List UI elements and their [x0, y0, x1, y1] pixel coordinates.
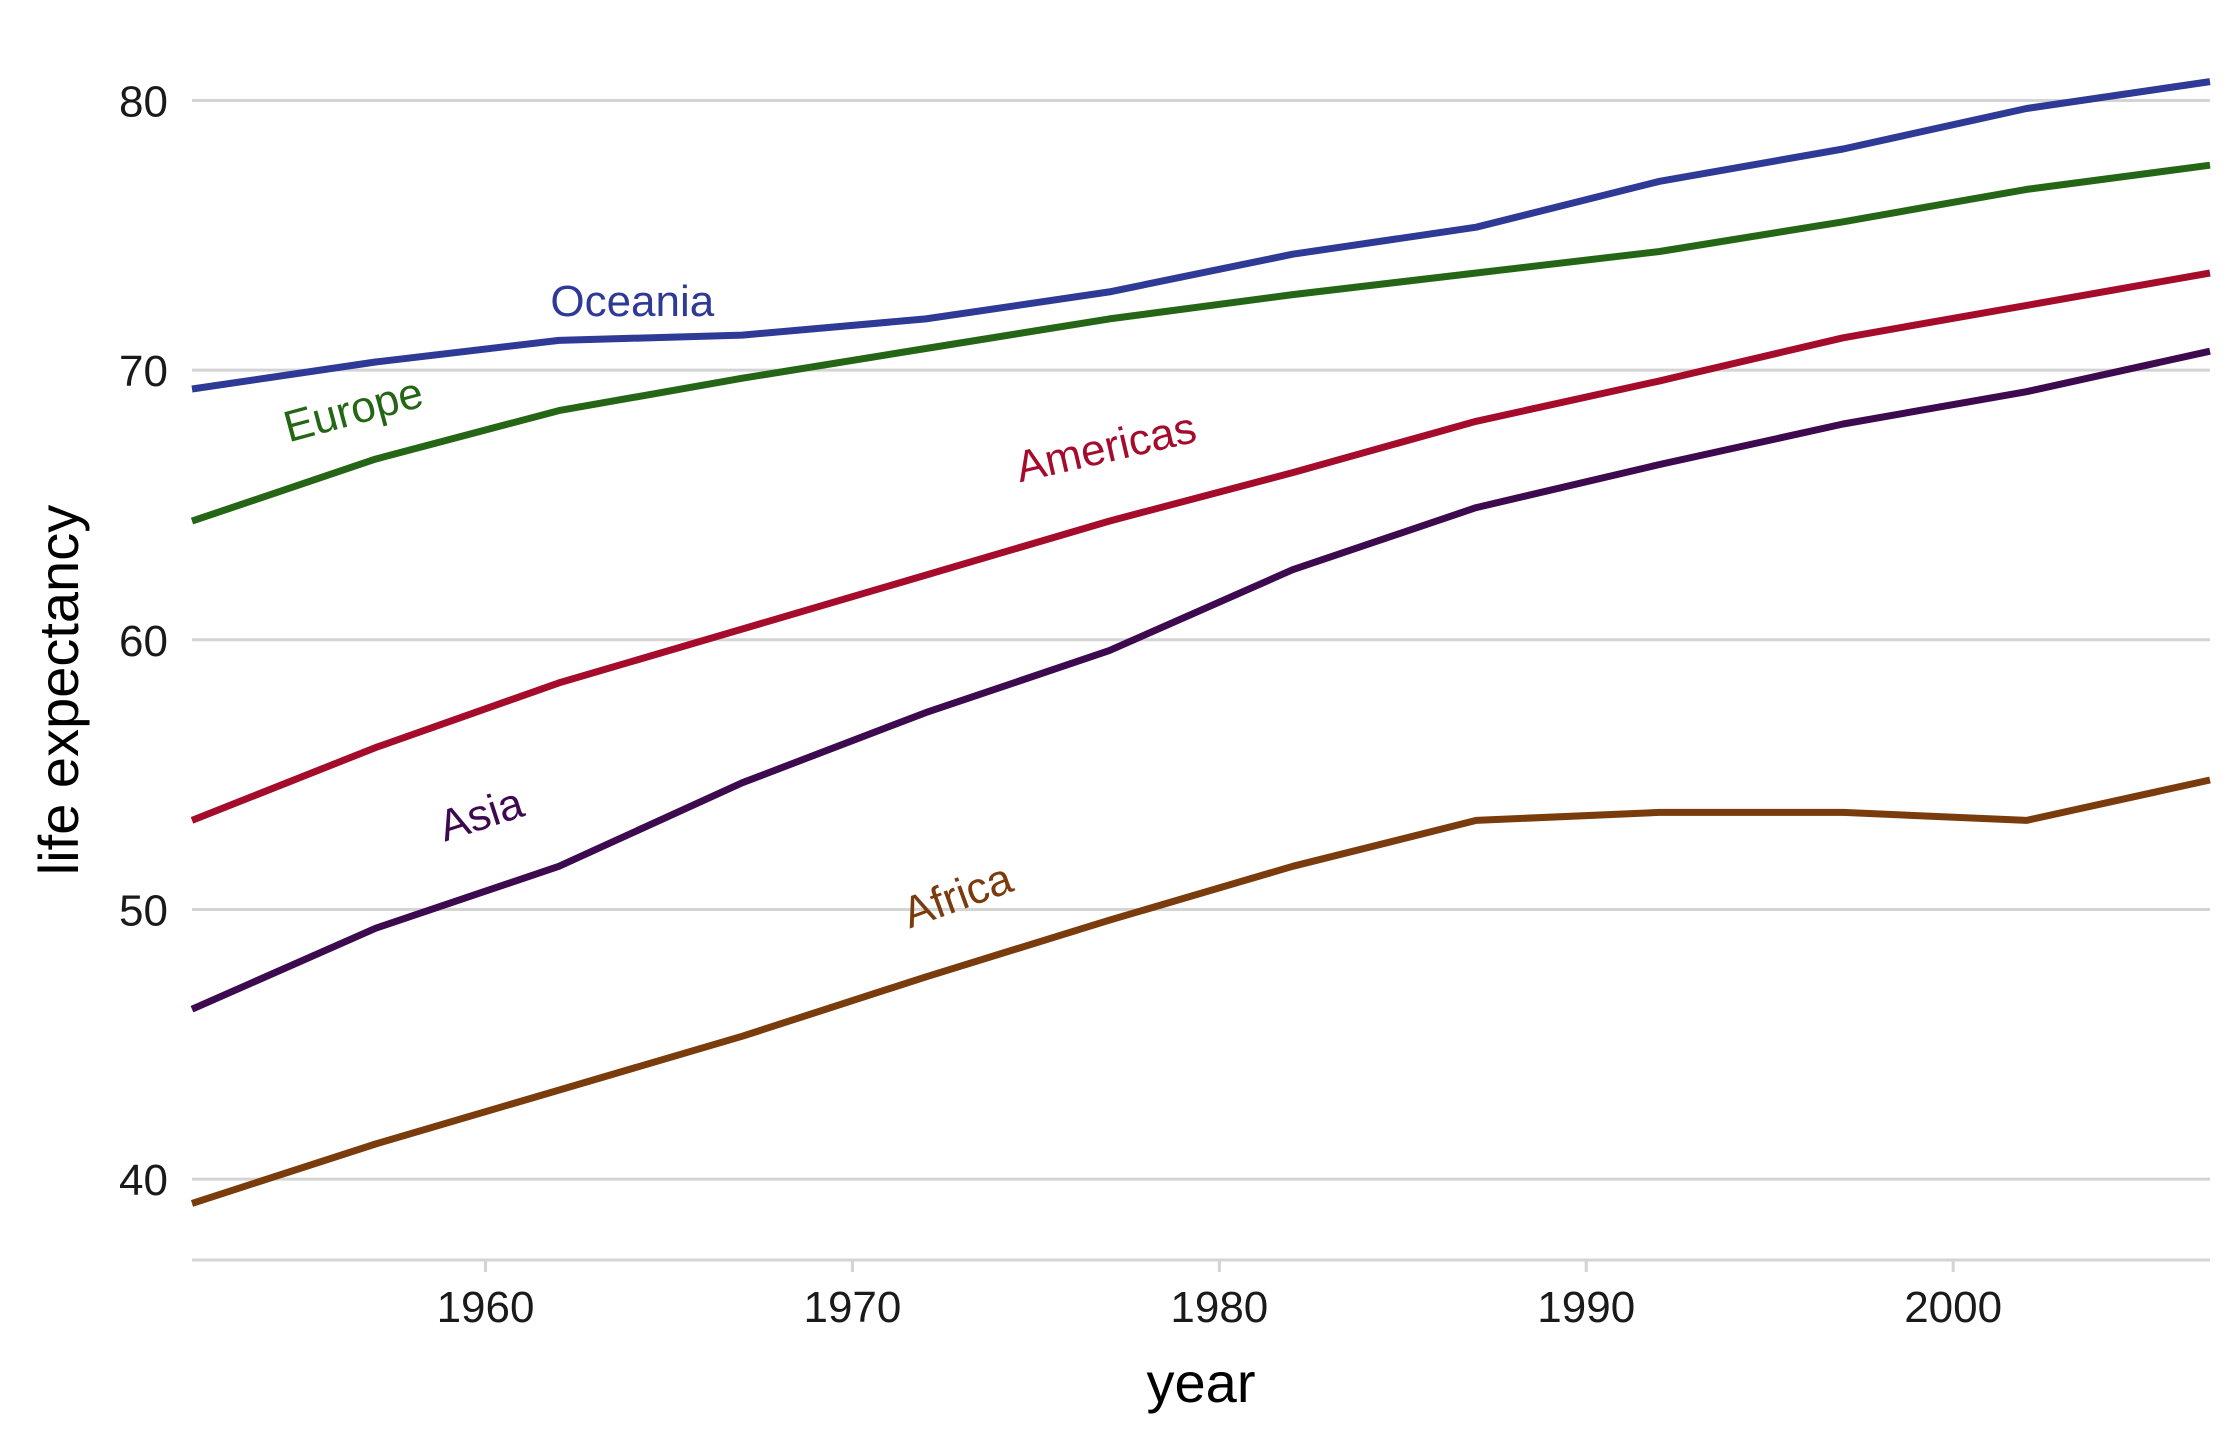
series-label-asia: Asia — [433, 778, 530, 851]
series-label-europe: Europe — [278, 368, 428, 452]
series-line-americas — [190, 269, 2211, 824]
series-line-asia — [190, 347, 2211, 1013]
y-tick-label-40: 40 — [119, 1156, 168, 1205]
series-label-oceania: Oceania — [550, 277, 714, 326]
x-tick-label-1970: 1970 — [803, 1283, 901, 1332]
series-line-europe — [190, 161, 2211, 525]
x-tick-label-1990: 1990 — [1537, 1283, 1635, 1332]
y-tick-label-50: 50 — [119, 886, 168, 935]
horizontal-gridlines — [192, 98, 2210, 1181]
x-tick-label-1980: 1980 — [1170, 1283, 1268, 1332]
series-label-africa: Africa — [896, 853, 1019, 938]
series-line-oceania — [191, 78, 2211, 393]
x-axis-tick-labels: 1960 1970 1980 1990 2000 — [437, 1260, 2002, 1332]
y-tick-label-80: 80 — [119, 77, 168, 126]
x-tick-label-1960: 1960 — [437, 1283, 535, 1332]
series-line-africa — [190, 776, 2211, 1207]
y-axis-tick-labels: 40 50 60 70 80 — [119, 77, 168, 1205]
y-axis-title: life expectancy — [27, 505, 90, 875]
series-lines — [190, 78, 2211, 1207]
y-tick-label-70: 70 — [119, 347, 168, 396]
series-label-americas: Americas — [1011, 403, 1201, 492]
x-axis-title: year — [1147, 1351, 1256, 1414]
x-tick-label-2000: 2000 — [1904, 1283, 2002, 1332]
series-direct-labels: Oceania Europe Americas Asia Africa — [278, 277, 1200, 938]
y-tick-label-60: 60 — [119, 617, 168, 666]
